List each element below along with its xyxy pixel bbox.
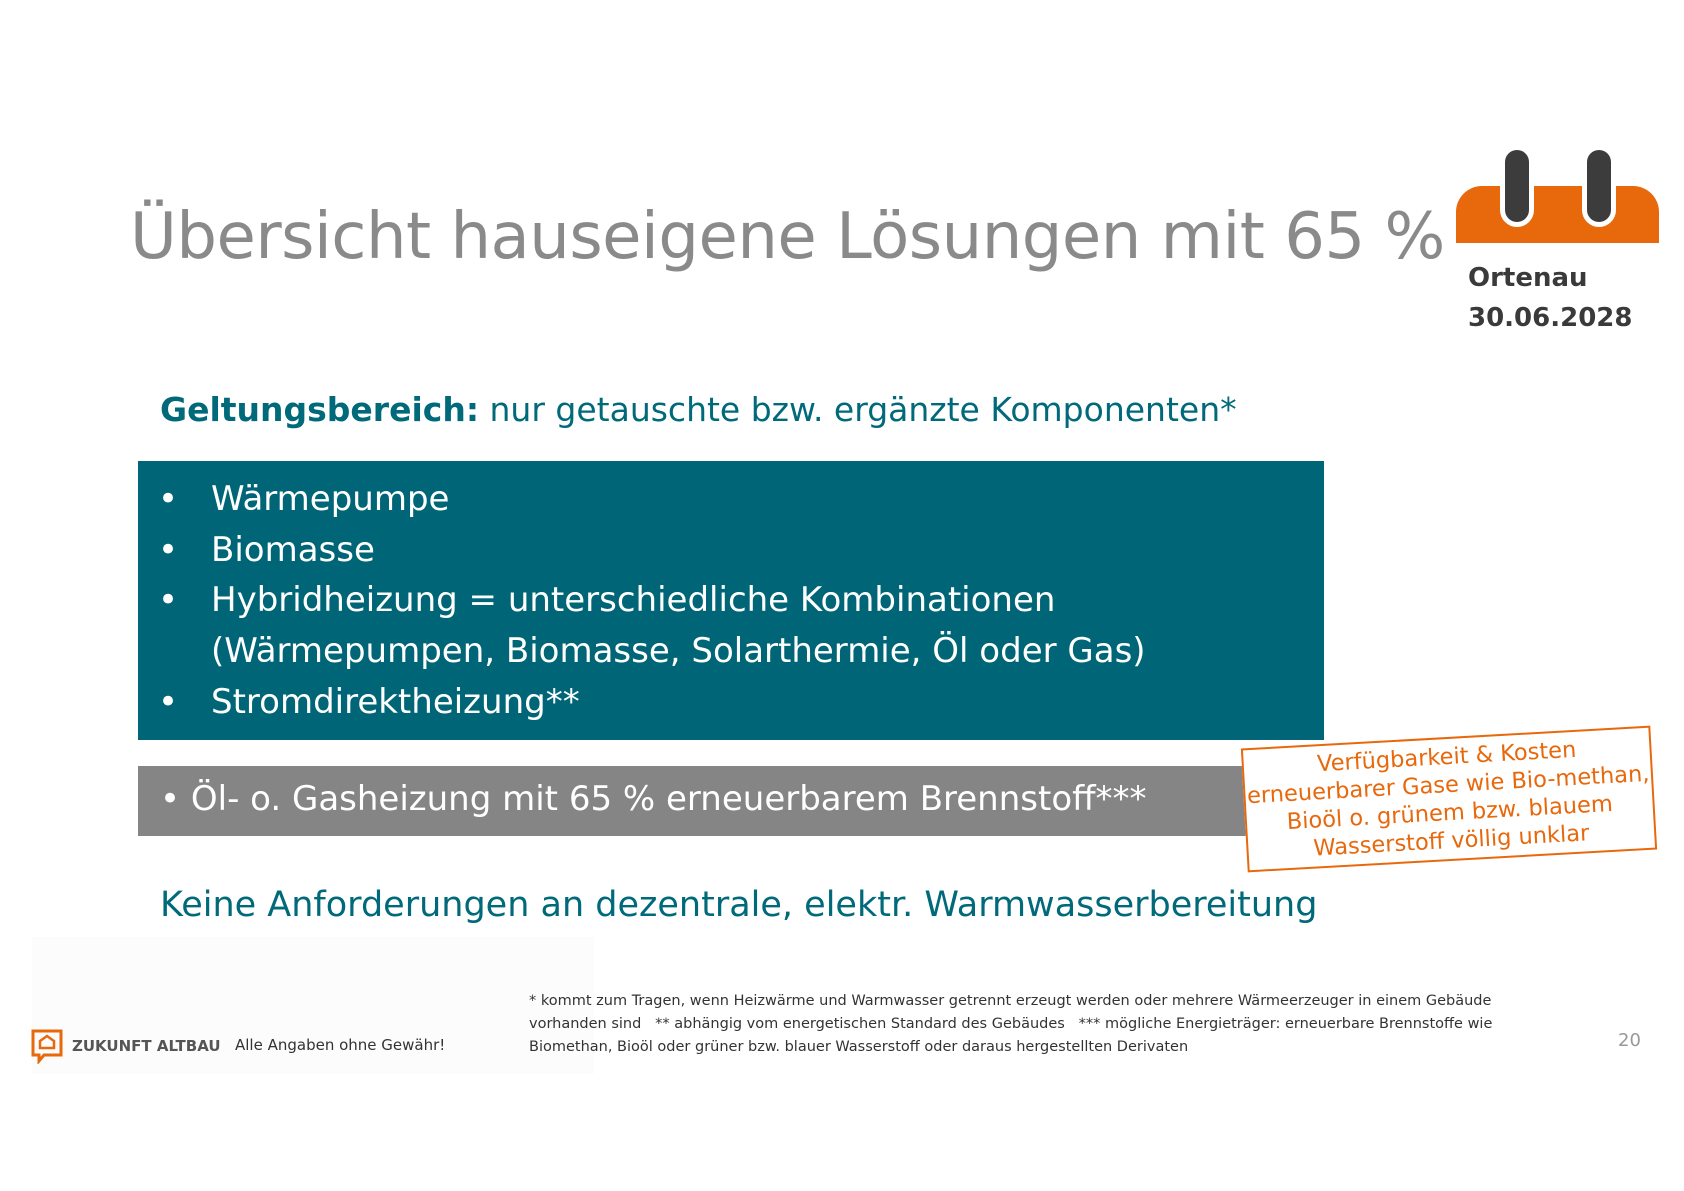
calendar-ring-icon — [1505, 150, 1529, 222]
scope-label: Geltungsbereich: — [160, 390, 480, 429]
solutions-box: • Wärmepumpe • Biomasse • Hybridheizung = u… — [138, 461, 1324, 740]
region: Ortenau — [1468, 263, 1588, 293]
no-requirements-text: Keine Anforderungen an dezentrale, elekt… — [160, 885, 1318, 925]
calendar-ring-icon — [1587, 150, 1611, 222]
scope-text: nur getauschte bzw. ergänzte Komponenten… — [479, 390, 1237, 429]
logo: ZUKUNFT ALTBAU — [30, 1028, 221, 1064]
slide-title: Übersicht hauseigene Lösungen mit 65 % — [130, 200, 1445, 274]
disclaimer: Alle Angaben ohne Gewähr! — [235, 1036, 446, 1054]
house-logo-icon — [31, 1029, 63, 1064]
calendar-label: Ortenau 30.06.2028 — [1468, 258, 1632, 338]
fuel-heating-box: • Öl- o. Gasheizung mit 65 % erneuerbare… — [138, 766, 1258, 836]
footnotes: * kommt zum Tragen, wenn Heizwärme und W… — [529, 993, 1493, 1055]
deadline-date: 30.06.2028 — [1468, 303, 1633, 333]
scope-line: Geltungsbereich: nur getauschte bzw. erg… — [160, 390, 1237, 429]
calendar-icon — [1456, 186, 1659, 243]
warning-note: Verfügbarkeit & Kosten erneuerbarer Gase… — [1240, 725, 1658, 873]
footer-background — [32, 937, 594, 1074]
page-number: 20 — [1618, 1030, 1641, 1051]
